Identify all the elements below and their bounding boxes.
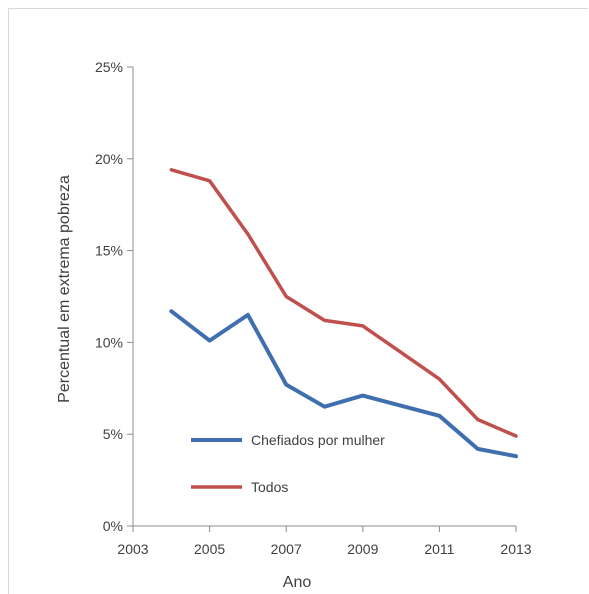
x-tick-label: 2007 — [271, 541, 302, 557]
x-tick-label: 2005 — [194, 541, 225, 557]
legend-label: Todos — [251, 479, 288, 495]
y-tick-label: 5% — [103, 426, 123, 442]
legend: Chefiados por mulher Todos — [191, 432, 385, 495]
series-line-todos — [169, 168, 518, 438]
x-tick-label: 2003 — [117, 541, 148, 557]
axes — [132, 67, 516, 527]
y-tick-label: 20% — [95, 151, 123, 167]
y-tick-label: 10% — [95, 334, 123, 350]
y-axis-title: Percentual em extrema pobreza — [56, 175, 73, 403]
x-tick-label: 2009 — [347, 541, 378, 557]
y-tick-label: 0% — [103, 518, 123, 534]
series-line-chefiados-por-mulher — [169, 309, 518, 459]
y-axis-ticks: 0% 5% 10% 15% 20% 25% — [95, 59, 133, 534]
x-tick-label: 2011 — [424, 541, 454, 557]
x-axis-title: Ano — [283, 574, 312, 591]
x-axis-ticks: 2003 2005 2007 2009 2011 2013 — [117, 526, 532, 557]
y-tick-label: 25% — [95, 59, 123, 75]
x-tick-label: 2013 — [500, 541, 531, 557]
legend-label: Chefiados por mulher — [251, 432, 385, 448]
chart-frame — [8, 8, 588, 594]
y-tick-label: 15% — [95, 243, 123, 259]
series-lines — [169, 168, 518, 459]
